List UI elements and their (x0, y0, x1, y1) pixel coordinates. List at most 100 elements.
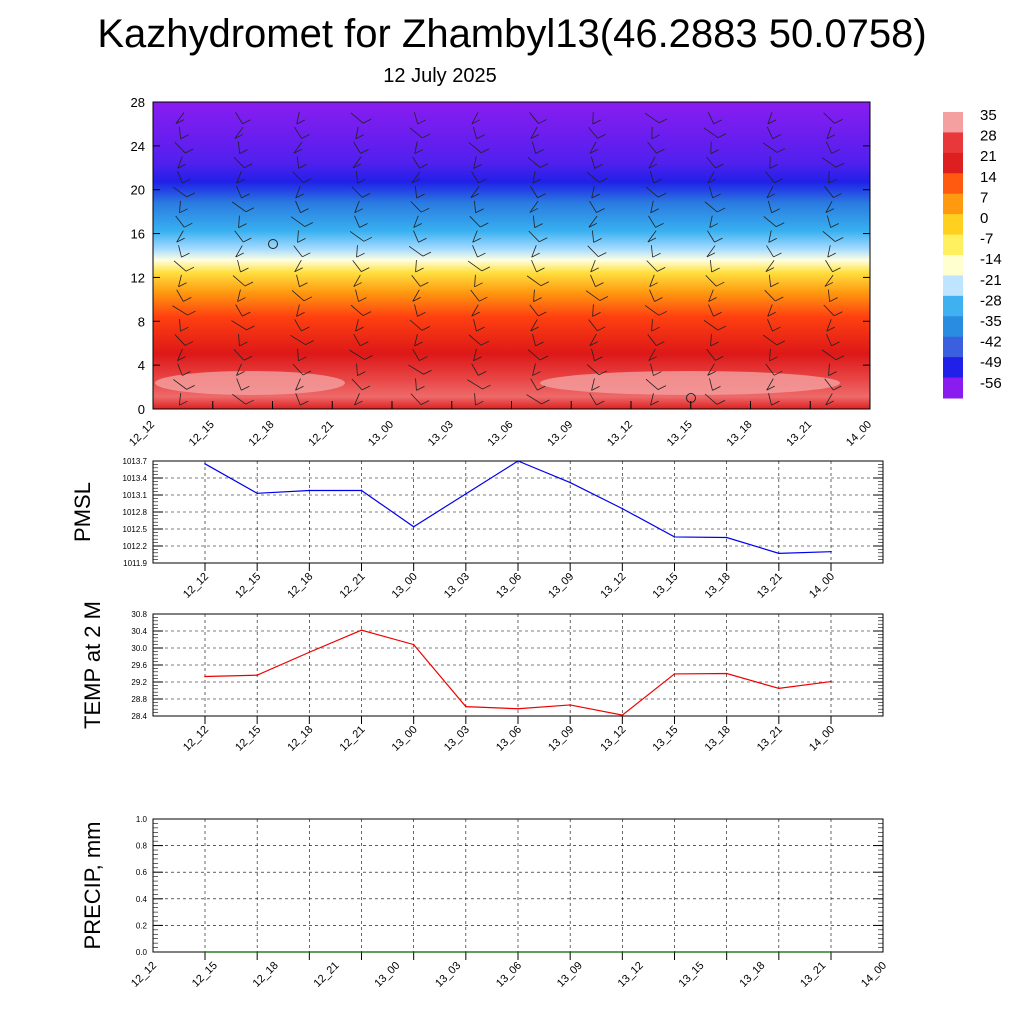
wind-barb-flag (352, 163, 362, 169)
wind-barb (824, 274, 834, 287)
data-point (465, 705, 467, 708)
color-bar-label: 0 (980, 210, 988, 227)
y-tick-label: 1013.1 (123, 491, 148, 500)
wind-barb (178, 274, 182, 287)
x-tick-label: 12_12 (127, 419, 157, 449)
wind-barb-flag (596, 208, 605, 213)
wind-barb (532, 363, 536, 376)
wind-barb (649, 274, 655, 287)
wind-barb (294, 260, 302, 272)
wind-barb (589, 141, 597, 154)
wind-barb-flag (246, 325, 255, 331)
data-point (830, 680, 832, 683)
wind-barb (297, 348, 299, 361)
y-tick-label: 29.6 (131, 661, 147, 670)
wind-barb (645, 378, 659, 390)
wind-barb (295, 200, 301, 213)
wind-barb-flag (593, 238, 602, 243)
wind-barb (238, 333, 240, 347)
wind-barb (355, 126, 359, 139)
y-tick-label: 1.0 (136, 815, 148, 824)
data-point (517, 707, 519, 710)
x-tick-label: 12_21 (306, 419, 336, 449)
wind-barb (231, 201, 247, 213)
x-tick-label: 14_00 (859, 960, 889, 990)
color-bar-label: -28 (980, 292, 1002, 309)
wind-barb (350, 304, 364, 316)
wind-barb-flag (535, 341, 544, 347)
wind-barb-flag (772, 134, 781, 140)
wind-barb-flag (710, 149, 719, 154)
wind-barb (408, 245, 424, 257)
wind-barb (708, 289, 714, 302)
x-tick-label: 13_15 (651, 724, 681, 754)
wind-barb-flag (707, 371, 716, 376)
wind-barb (710, 333, 712, 347)
wind-barb (176, 289, 184, 302)
wind-barb (473, 156, 477, 169)
wind-barb (703, 319, 719, 331)
wind-barb-flag (298, 356, 307, 362)
data-point (569, 481, 571, 484)
wind-barb-flag (353, 282, 362, 287)
y-tick-label: 0.2 (136, 921, 148, 930)
wind-barb (762, 142, 778, 153)
wind-barb (768, 274, 772, 287)
wind-barb (706, 348, 716, 361)
x-tick-label: 13_18 (703, 571, 733, 601)
color-bar: 35 28 21 14 7 0 -7 -14 -21 -28 -35 -42 -49 -56 (943, 107, 1002, 399)
wind-barb-flag (414, 341, 423, 347)
wind-barb-flag (419, 356, 428, 361)
wind-barb (236, 185, 242, 199)
color-bar-label: 7 (980, 189, 988, 206)
wind-barb-flag (715, 356, 724, 361)
x-tick-label: 12_21 (338, 571, 368, 601)
wind-barb (530, 378, 538, 391)
data-point (256, 492, 258, 495)
wind-barb (825, 393, 833, 406)
wind-barb (237, 259, 241, 273)
wind-barb (350, 112, 364, 124)
wind-barb (763, 216, 777, 228)
wind-barb (412, 156, 420, 169)
x-tick-label: 13_15 (665, 419, 695, 449)
wind-barb-flag (415, 267, 424, 273)
wind-barb (530, 319, 538, 332)
x-tick-label: 12_21 (312, 960, 342, 990)
cross-section-fill (153, 102, 870, 409)
wind-barb-flag (830, 223, 839, 228)
wind-barb (292, 171, 304, 183)
x-tick-label: 12_21 (338, 724, 368, 754)
wind-barb-flag (176, 237, 185, 243)
x-tick-label: 13_21 (798, 960, 828, 990)
wind-barb-flag (418, 237, 427, 243)
wind-barb-flag (178, 282, 187, 288)
wind-barb (296, 156, 300, 169)
wind-barb (531, 141, 537, 154)
wind-barb (823, 112, 835, 124)
wind-barb-flag (363, 236, 373, 242)
data-point (830, 951, 832, 953)
y-tick-label: 30.4 (131, 627, 147, 636)
wind-barb-flag (770, 282, 779, 288)
wind-barb-flag (828, 178, 837, 184)
wind-barb (172, 186, 188, 198)
wind-barb-flag (826, 134, 836, 140)
wind-barb-flag (479, 296, 488, 302)
wind-barb (705, 275, 717, 287)
y-axis-label: TEMP at 2 M (80, 601, 105, 729)
y-tick-label: 20 (131, 183, 145, 198)
wind-barb (414, 333, 418, 347)
wind-barb (650, 200, 654, 213)
wind-barb-flag (184, 222, 193, 228)
y-tick-label: 0.0 (136, 948, 148, 957)
x-tick-label: 13_15 (677, 960, 707, 990)
wind-barb-flag (708, 297, 717, 302)
x-tick-label: 13_03 (433, 960, 463, 990)
wind-barb (590, 156, 596, 169)
wind-barb (236, 171, 242, 184)
wind-barb-flag (599, 296, 609, 301)
wind-barb-flag (536, 267, 545, 273)
color-bar-label: 14 (980, 169, 997, 186)
wind-barb (589, 334, 597, 346)
